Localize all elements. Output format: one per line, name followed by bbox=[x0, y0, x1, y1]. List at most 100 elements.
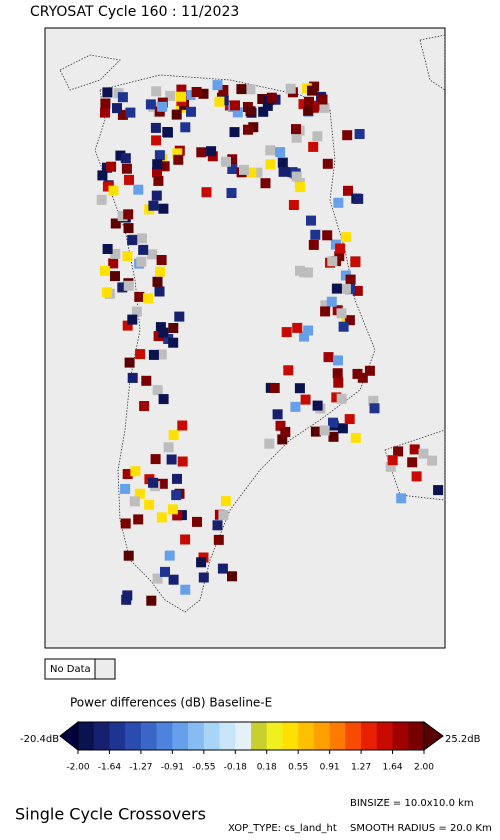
data-cell bbox=[333, 377, 344, 388]
data-cell bbox=[307, 85, 317, 96]
colorbar-tick-label: 0.55 bbox=[288, 763, 308, 773]
data-cell bbox=[301, 83, 312, 94]
data-cell bbox=[323, 352, 334, 363]
colorbar-segment bbox=[408, 722, 425, 750]
data-cell bbox=[148, 200, 159, 211]
colorbar-tick-label: -0.55 bbox=[192, 763, 215, 773]
data-cell bbox=[185, 90, 196, 101]
colorbar-segment bbox=[219, 722, 236, 750]
data-cell bbox=[306, 215, 316, 226]
data-cell bbox=[212, 520, 223, 531]
colorbar-segment bbox=[345, 722, 362, 750]
data-cell bbox=[133, 514, 144, 525]
data-cell bbox=[163, 442, 174, 453]
no-data-label: No Data bbox=[50, 664, 91, 675]
data-cell bbox=[275, 147, 286, 158]
data-cell bbox=[110, 248, 121, 259]
data-cell bbox=[129, 496, 140, 507]
data-cell bbox=[125, 107, 136, 118]
data-cell bbox=[96, 194, 107, 205]
data-cell bbox=[328, 431, 339, 442]
data-cell bbox=[319, 425, 330, 436]
data-cell bbox=[269, 383, 280, 393]
data-cell bbox=[108, 258, 119, 269]
colorbar-segment bbox=[109, 722, 126, 750]
data-cell bbox=[168, 337, 179, 348]
data-cell bbox=[333, 355, 343, 366]
colorbar-tick-label: -1.64 bbox=[98, 763, 122, 773]
data-cell bbox=[322, 230, 333, 241]
colorbar-tick-label: 1.64 bbox=[383, 763, 403, 773]
data-cell bbox=[277, 157, 288, 168]
colorbar-segment bbox=[156, 722, 173, 750]
data-cell bbox=[168, 323, 179, 333]
data-cell bbox=[97, 170, 108, 181]
data-cell bbox=[265, 159, 276, 170]
data-cell bbox=[148, 349, 159, 360]
data-cell bbox=[127, 372, 138, 383]
data-cell bbox=[331, 392, 342, 403]
data-cell bbox=[303, 105, 314, 116]
data-cell bbox=[308, 239, 319, 250]
data-cells bbox=[96, 80, 444, 606]
data-cell bbox=[159, 161, 170, 172]
data-cell bbox=[246, 167, 257, 178]
data-cell bbox=[230, 100, 240, 111]
data-cell bbox=[110, 271, 120, 282]
colorbar-outline bbox=[77, 721, 425, 751]
data-cell bbox=[124, 174, 134, 185]
data-cell bbox=[336, 308, 347, 319]
data-cell bbox=[174, 311, 185, 322]
data-cell bbox=[158, 327, 169, 338]
data-cell bbox=[162, 127, 173, 137]
colorbar-segment bbox=[376, 722, 393, 750]
data-cell bbox=[148, 477, 159, 488]
data-cell bbox=[281, 327, 292, 338]
data-cell bbox=[172, 510, 183, 521]
data-cell bbox=[167, 504, 178, 515]
data-cell bbox=[120, 518, 131, 529]
data-cell bbox=[158, 203, 169, 214]
data-cell bbox=[141, 375, 152, 386]
data-cell bbox=[100, 98, 111, 109]
data-cell bbox=[326, 296, 337, 307]
data-cell bbox=[260, 178, 271, 189]
colorbar-segment bbox=[78, 722, 95, 750]
data-cell bbox=[151, 86, 162, 97]
data-cell bbox=[387, 455, 398, 466]
data-cell bbox=[143, 293, 153, 304]
footer-binsize: BINSIZE = 10.0x10.0 km bbox=[350, 798, 474, 809]
colorbar-segment bbox=[392, 722, 409, 750]
data-cell bbox=[160, 566, 170, 577]
colorbar: -2.00 -1.64 -1.27 -0.91 -0.55 -0.18 0.18 0.55 0.… bbox=[59, 720, 444, 773]
data-cell bbox=[156, 349, 167, 360]
data-cell bbox=[343, 185, 353, 196]
data-cell bbox=[277, 434, 288, 445]
data-cell bbox=[232, 107, 243, 118]
data-cell bbox=[411, 471, 422, 482]
data-cell bbox=[191, 87, 202, 97]
data-cell bbox=[218, 510, 229, 521]
colorbar-tick-label: -1.27 bbox=[129, 763, 152, 773]
colorbar-tick-label: 0.18 bbox=[257, 763, 277, 773]
footer-smooth: SMOOTH RADIUS = 20.0 Km bbox=[350, 823, 492, 834]
data-cell bbox=[176, 84, 187, 95]
data-cell bbox=[396, 493, 407, 504]
data-cell bbox=[115, 150, 126, 161]
colorbar-segment bbox=[361, 722, 378, 750]
data-cell bbox=[310, 426, 321, 437]
data-cell bbox=[165, 90, 176, 101]
data-cell bbox=[229, 127, 240, 138]
colorbar-tick-label: -0.18 bbox=[224, 763, 248, 773]
data-cell bbox=[317, 94, 328, 105]
data-cell bbox=[106, 161, 117, 172]
colorbar-tick-label: 1.27 bbox=[351, 763, 371, 773]
data-cell bbox=[198, 88, 209, 99]
data-cell bbox=[227, 571, 237, 582]
data-cell bbox=[121, 163, 132, 174]
colorbar-segment bbox=[251, 722, 268, 750]
data-cell bbox=[266, 92, 277, 103]
data-cell bbox=[353, 193, 364, 204]
data-cell bbox=[308, 102, 319, 113]
data-cell bbox=[262, 100, 273, 111]
